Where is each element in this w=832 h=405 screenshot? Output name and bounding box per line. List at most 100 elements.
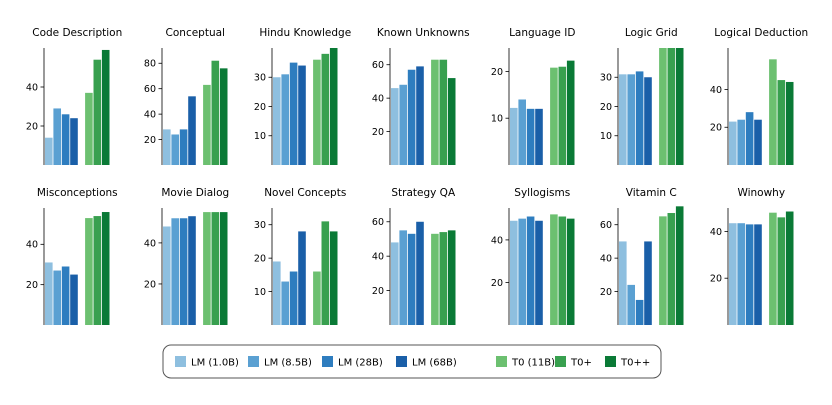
bar (526, 108, 535, 165)
bar (179, 218, 188, 325)
bar (61, 266, 70, 325)
bar (407, 69, 416, 165)
bar (281, 281, 289, 325)
bar (203, 84, 211, 165)
bar (211, 212, 220, 325)
bar (219, 212, 228, 325)
bar (289, 62, 298, 165)
bar (407, 233, 416, 325)
bar (45, 137, 53, 165)
panel: Hindu Knowledge 10 20 30 (254, 27, 351, 166)
bar (535, 108, 543, 165)
bar (211, 60, 220, 165)
bar (101, 212, 110, 325)
bar (93, 59, 102, 166)
panel-title: Code Description (32, 27, 122, 39)
bar (627, 284, 635, 325)
legend-label: LM (1.0B) (191, 358, 239, 369)
panel-title: Novel Concepts (264, 187, 346, 199)
panel-title: Misconceptions (37, 187, 118, 199)
bar (447, 78, 456, 165)
legend-label: LM (28B) (338, 358, 383, 369)
y-tick-label: 40 (144, 238, 156, 249)
bar (93, 216, 102, 325)
panel: Conceptual 20 40 60 80 (144, 27, 228, 165)
y-tick-label: 20 (144, 135, 156, 146)
legend-swatch (605, 356, 616, 367)
bar (558, 66, 567, 165)
y-tick-label: 40 (710, 227, 722, 238)
bar (416, 66, 424, 165)
bar (644, 241, 652, 325)
y-tick-label: 20 (26, 280, 38, 291)
panel: Known Unknowns 20 40 60 (372, 27, 470, 166)
panel-title: Winowhy (737, 187, 785, 199)
bar (635, 299, 644, 325)
bar (416, 221, 424, 325)
bar (313, 271, 321, 325)
bar (635, 71, 644, 165)
bar (745, 112, 754, 165)
bar (313, 59, 321, 166)
bar (550, 214, 558, 325)
bar (298, 65, 306, 165)
legend-label: LM (8.5B) (264, 358, 312, 369)
bar (298, 231, 306, 325)
bar (321, 221, 330, 325)
legend-item: LM (68B) (396, 356, 457, 369)
panel: Code Description 20 40 (26, 27, 122, 166)
legend-box (162, 344, 662, 379)
bar (777, 217, 786, 325)
y-tick-label: 20 (372, 286, 384, 297)
panel: Logic Grid 10 20 30 (600, 27, 684, 165)
bar (391, 88, 399, 165)
bar (644, 77, 652, 165)
legend-swatch (496, 356, 507, 367)
bar (566, 60, 575, 165)
panel-title: Conceptual (166, 27, 225, 39)
legend-label: T0+ (570, 358, 592, 369)
legend: LM (1.0B) LM (8.5B) LM (28B) LM (68B) T0 (11… (162, 344, 662, 379)
panel-title: Logical Deduction (714, 27, 808, 39)
y-tick-label: 20 (710, 123, 722, 134)
legend-label: T0 (11B) (511, 358, 555, 369)
chart-panels: Code Description 20 40 Conceptual 20 40 60 80 Hi… (26, 27, 808, 325)
bar (289, 271, 298, 325)
legend-swatch (322, 356, 333, 367)
bar (510, 220, 518, 325)
legend-item: T0++ (605, 356, 650, 369)
bar (785, 211, 794, 325)
panel-title: Strategy QA (391, 187, 456, 199)
bar (188, 96, 196, 165)
bar (281, 74, 289, 165)
bar (558, 216, 567, 325)
bar (659, 48, 667, 165)
y-tick-label: 60 (600, 220, 612, 231)
bar (518, 99, 526, 165)
bar (61, 114, 70, 165)
y-tick-label: 30 (254, 220, 266, 231)
y-tick-label: 20 (710, 274, 722, 285)
panel-title: Vitamin C (626, 187, 677, 199)
bar (737, 119, 745, 165)
bar (659, 216, 667, 325)
y-tick-label: 40 (26, 240, 38, 251)
bar (785, 81, 794, 165)
legend-swatch (248, 356, 259, 367)
bar (777, 80, 786, 165)
bar (667, 48, 676, 165)
bar (518, 218, 526, 325)
bar (179, 129, 188, 165)
y-tick-label: 10 (254, 287, 266, 298)
y-tick-label: 40 (372, 94, 384, 105)
legend-label: T0++ (620, 358, 650, 369)
bar (203, 212, 211, 325)
panel: Winowhy 20 40 (710, 187, 794, 325)
y-tick-label: 30 (600, 73, 612, 84)
y-tick-label: 30 (254, 73, 266, 84)
y-tick-label: 40 (372, 252, 384, 263)
bar (101, 49, 110, 166)
panel-title: Movie Dialog (161, 187, 229, 199)
bar (53, 108, 61, 165)
